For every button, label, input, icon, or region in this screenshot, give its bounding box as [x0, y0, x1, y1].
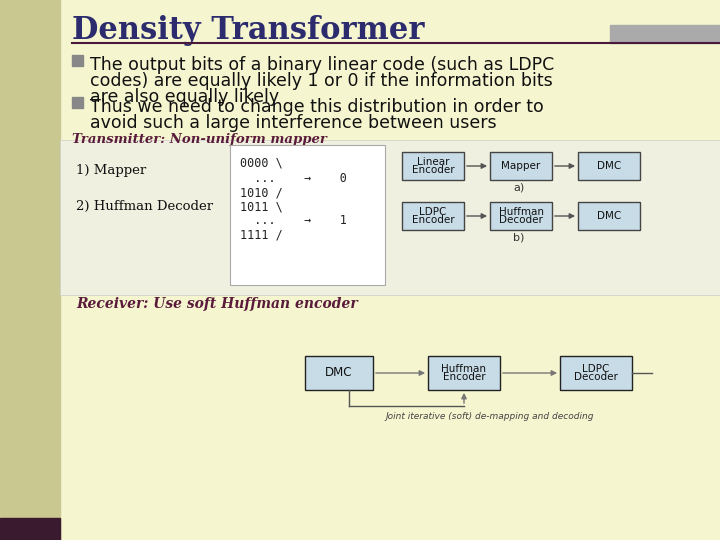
- Text: 2) Huffman Decoder: 2) Huffman Decoder: [76, 200, 213, 213]
- Text: 1010 /: 1010 /: [240, 186, 283, 199]
- Text: Encoder: Encoder: [443, 372, 485, 382]
- Text: Mapper: Mapper: [501, 161, 541, 171]
- Text: Huffman: Huffman: [441, 364, 487, 374]
- Text: LDPC: LDPC: [582, 364, 610, 374]
- Text: LDPC: LDPC: [419, 207, 446, 217]
- Text: b): b): [513, 233, 525, 243]
- Text: Encoder: Encoder: [412, 165, 454, 175]
- Text: Thus we need to change this distribution in order to: Thus we need to change this distribution…: [90, 98, 544, 116]
- Text: a): a): [513, 183, 525, 193]
- Bar: [490, 202, 552, 230]
- Bar: [402, 152, 464, 180]
- Text: Joint iterative (soft) de-mapping and decoding: Joint iterative (soft) de-mapping and de…: [386, 412, 594, 421]
- Bar: [230, 145, 385, 285]
- Text: DMC: DMC: [597, 211, 621, 221]
- Text: Receiver: Use soft Huffman encoder: Receiver: Use soft Huffman encoder: [76, 297, 358, 311]
- Bar: [402, 202, 464, 230]
- Text: The output bits of a binary linear code (such as LDPC: The output bits of a binary linear code …: [90, 56, 554, 74]
- Text: 1111 /: 1111 /: [240, 228, 283, 241]
- Bar: [610, 25, 720, 43]
- Text: 1011 \: 1011 \: [240, 200, 283, 213]
- Bar: [72, 97, 83, 108]
- Text: codes) are equally likely 1 or 0 if the information bits: codes) are equally likely 1 or 0 if the …: [90, 72, 553, 90]
- Text: 1) Mapper: 1) Mapper: [76, 164, 146, 177]
- Bar: [428, 356, 500, 390]
- Text: Encoder: Encoder: [412, 215, 454, 225]
- Text: DMC: DMC: [325, 367, 353, 380]
- Bar: [60, 140, 720, 295]
- Bar: [578, 152, 640, 180]
- Bar: [560, 356, 632, 390]
- Text: DMC: DMC: [597, 161, 621, 171]
- Text: Transmitter: Non-uniform mapper: Transmitter: Non-uniform mapper: [72, 133, 327, 146]
- Text: Linear: Linear: [417, 157, 449, 167]
- Text: Huffman: Huffman: [498, 207, 544, 217]
- Text: ...    →    1: ... → 1: [240, 214, 347, 227]
- Bar: [305, 356, 373, 390]
- Bar: [0, 0, 60, 540]
- Text: are also equally likely: are also equally likely: [90, 88, 279, 106]
- Bar: [72, 55, 83, 66]
- Text: Decoder: Decoder: [499, 215, 543, 225]
- Text: Decoder: Decoder: [574, 372, 618, 382]
- Bar: [0, 518, 60, 540]
- Text: avoid such a large interference between users: avoid such a large interference between …: [90, 114, 497, 132]
- Bar: [578, 202, 640, 230]
- Bar: [490, 152, 552, 180]
- Text: Density Transformer: Density Transformer: [72, 15, 425, 46]
- Text: ...    →    0: ... → 0: [240, 172, 347, 185]
- Text: 0000 \: 0000 \: [240, 157, 283, 170]
